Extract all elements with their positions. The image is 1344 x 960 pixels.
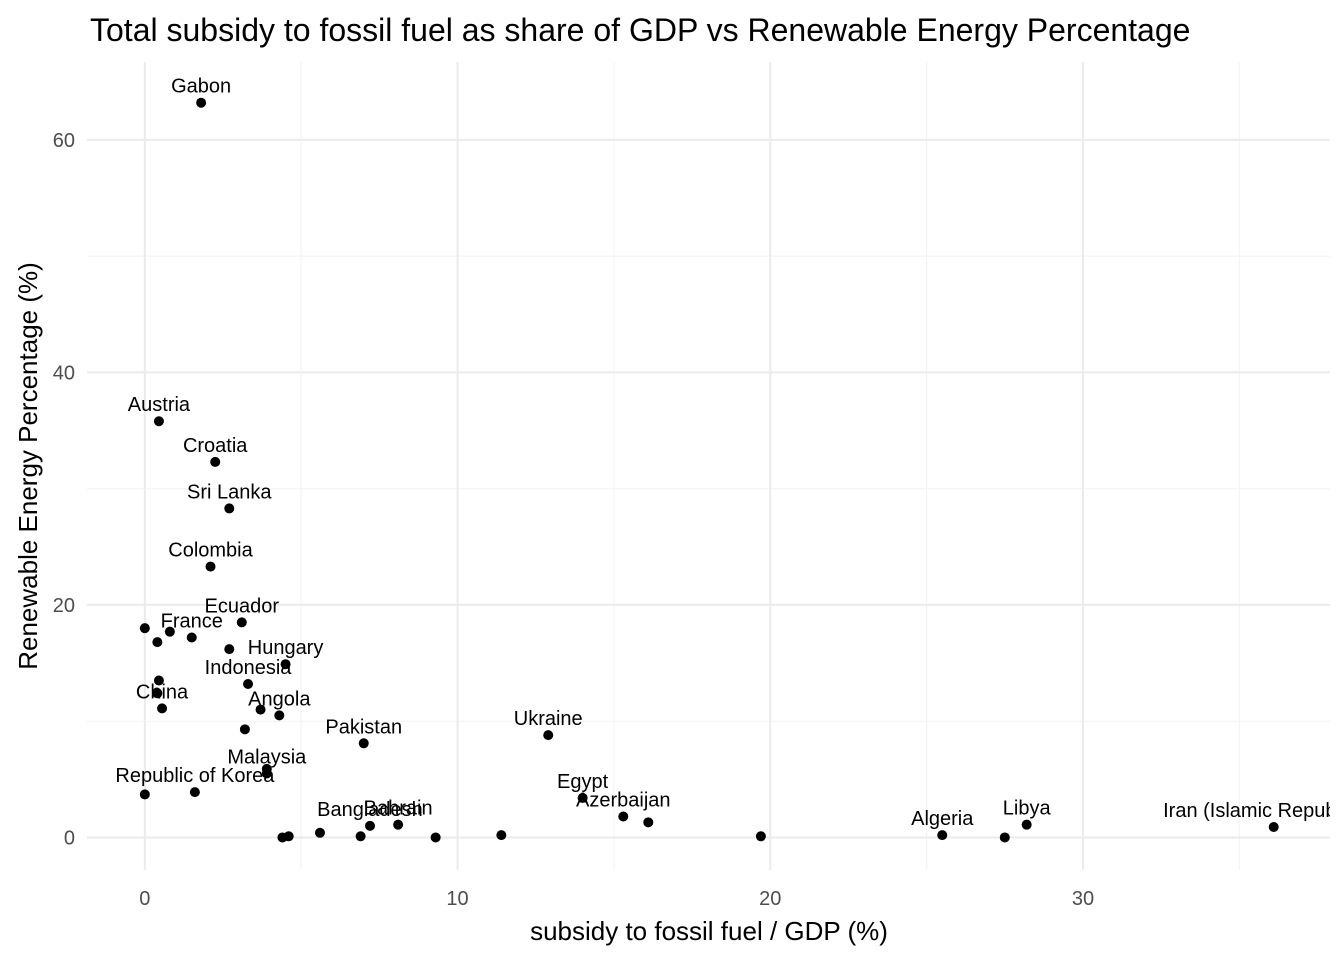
data-point [224, 644, 235, 655]
data-point [355, 831, 366, 842]
data-point [152, 637, 163, 648]
x-tick-label: 10 [446, 888, 468, 910]
data-point [236, 617, 247, 628]
point-label: Bangladesh [317, 799, 423, 821]
point-label: France [161, 610, 223, 632]
y-tick-label: 20 [53, 595, 75, 617]
data-point [186, 632, 197, 643]
point-label: Egypt [557, 771, 609, 793]
data-point [139, 623, 150, 634]
point-label: Algeria [911, 808, 974, 830]
point-label: Malaysia [227, 747, 307, 769]
data-point [224, 503, 235, 514]
point-label: Indonesia [205, 657, 293, 679]
chart-title: Total subsidy to fossil fuel as share of… [90, 12, 1190, 48]
point-labels: Gabon Austria Croatia Sri Lanka Colombia Ecua… [115, 76, 1344, 830]
point-label: Republic of Korea [115, 765, 275, 787]
point-label: China [136, 681, 189, 703]
point-label: Ecuador [205, 595, 280, 617]
data-point [153, 675, 164, 686]
point-label: Iran (Islamic Republic of) [1163, 800, 1344, 822]
data-point [153, 416, 164, 427]
data-point [999, 832, 1010, 843]
point-label: Bahrain [364, 798, 433, 820]
data-point [393, 819, 404, 830]
data-point [1021, 819, 1032, 830]
data-point [164, 626, 175, 637]
data-point [261, 768, 272, 779]
point-label: Hungary [248, 637, 324, 659]
data-point [643, 817, 654, 828]
data-point [277, 832, 288, 843]
data-point [205, 561, 216, 572]
point-label: Angola [248, 688, 311, 710]
data-point [496, 830, 507, 841]
y-tick-label: 60 [53, 130, 75, 152]
point-label: Sri Lanka [187, 481, 272, 503]
data-point [577, 792, 588, 803]
data-point [937, 830, 948, 841]
x-tick-label: 0 [139, 888, 150, 910]
data-point [239, 724, 250, 735]
data-point [364, 820, 375, 831]
grid-lines [87, 62, 1330, 870]
data-point [314, 827, 325, 838]
point-label: Austria [128, 394, 191, 416]
point-label: Colombia [168, 540, 253, 562]
point-label: Libya [1003, 798, 1052, 820]
data-point [543, 730, 554, 741]
data-point [243, 678, 254, 689]
data-point [280, 659, 291, 670]
point-label: Ukraine [514, 708, 583, 730]
data-point [152, 688, 163, 699]
point-label: Gabon [171, 76, 231, 98]
point-label: Croatia [183, 435, 248, 457]
x-tick-label: 20 [759, 888, 781, 910]
data-point [1268, 821, 1279, 832]
data-point [358, 738, 369, 749]
data-point [157, 703, 168, 714]
point-label: Pakistan [325, 716, 402, 738]
data-point [430, 832, 441, 843]
data-point [255, 704, 266, 715]
y-tick-label: 40 [53, 362, 75, 384]
data-point [755, 831, 766, 842]
x-axis-title: subsidy to fossil fuel / GDP (%) [530, 916, 888, 946]
x-tick-label: 30 [1072, 888, 1094, 910]
data-point [196, 97, 207, 108]
data-point [274, 710, 285, 721]
point-label: Azerbaijan [576, 790, 671, 812]
data-point [139, 789, 150, 800]
axis-ticks: 0 10 20 30 0 20 40 60 [53, 130, 1094, 910]
y-tick-label: 0 [64, 827, 75, 849]
data-point [618, 811, 629, 822]
data-point [189, 787, 200, 798]
data-points [139, 97, 1279, 843]
data-point [210, 456, 221, 467]
y-axis-title: Renewable Energy Percentage (%) [13, 262, 43, 670]
